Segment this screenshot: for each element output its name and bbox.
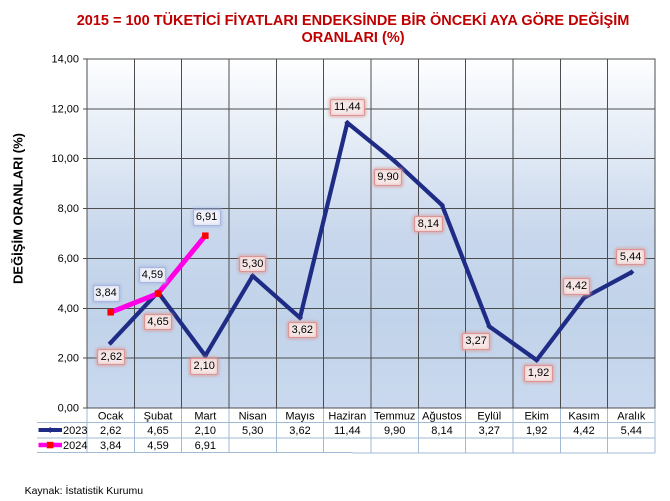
svg-text:4,00: 4,00 — [58, 303, 79, 315]
svg-text:4,59: 4,59 — [147, 440, 168, 452]
svg-text:4,65: 4,65 — [147, 425, 168, 437]
svg-text:14,00: 14,00 — [51, 54, 79, 66]
svg-text:8,14: 8,14 — [431, 425, 452, 437]
svg-text:5,30: 5,30 — [242, 425, 263, 437]
svg-text:8,00: 8,00 — [58, 203, 79, 215]
svg-text:6,91: 6,91 — [195, 440, 216, 452]
svg-text:Temmuz: Temmuz — [374, 411, 416, 423]
svg-text:11,44: 11,44 — [334, 425, 361, 437]
svg-text:Haziran: Haziran — [328, 411, 366, 423]
svg-text:6,00: 6,00 — [58, 253, 79, 265]
svg-text:10,00: 10,00 — [51, 153, 79, 165]
svg-text:9,90: 9,90 — [384, 425, 405, 437]
svg-text:Mart: Mart — [194, 411, 216, 423]
svg-text:Ekim: Ekim — [524, 411, 548, 423]
svg-text:Nisan: Nisan — [239, 411, 267, 423]
svg-text:2023: 2023 — [63, 425, 87, 437]
svg-text:4,42: 4,42 — [573, 425, 594, 437]
svg-text:5,44: 5,44 — [621, 425, 642, 437]
svg-text:3,84: 3,84 — [100, 440, 121, 452]
svg-text:12,00: 12,00 — [51, 103, 79, 115]
svg-text:3,27: 3,27 — [479, 425, 500, 437]
svg-text:2,10: 2,10 — [195, 425, 216, 437]
svg-text:Kasım: Kasım — [568, 411, 599, 423]
svg-text:Ocak: Ocak — [98, 411, 124, 423]
svg-text:Eylül: Eylül — [477, 411, 501, 423]
svg-text:3,62: 3,62 — [289, 425, 310, 437]
svg-text:Şubat: Şubat — [144, 411, 173, 423]
svg-text:Ağustos: Ağustos — [422, 411, 462, 423]
svg-text:2,62: 2,62 — [100, 425, 121, 437]
svg-text:Mayıs: Mayıs — [285, 411, 315, 423]
svg-text:2,00: 2,00 — [58, 353, 79, 365]
svg-text:0,00: 0,00 — [58, 403, 79, 415]
svg-text:1,92: 1,92 — [526, 425, 547, 437]
svg-text:Aralık: Aralık — [617, 411, 646, 423]
svg-text:2024: 2024 — [63, 440, 87, 452]
